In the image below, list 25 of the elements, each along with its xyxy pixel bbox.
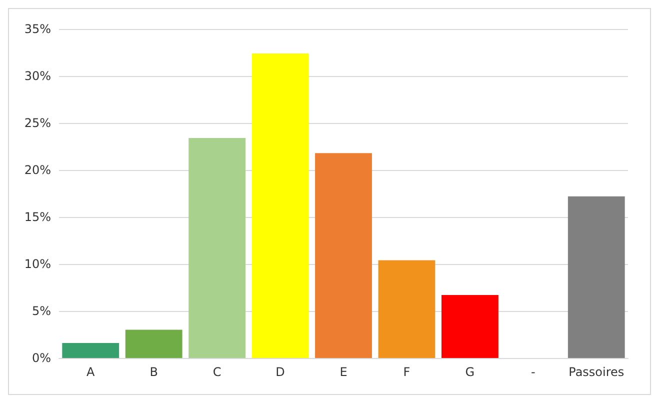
bar	[378, 260, 436, 358]
y-tick-label: 35%	[24, 22, 51, 36]
bar	[252, 53, 309, 358]
x-tick-label: G	[465, 365, 475, 379]
x-tick-label: C	[212, 365, 222, 379]
x-tick-label: Passoires	[568, 365, 624, 379]
x-tick-label: -	[530, 365, 536, 379]
x-tick-label: A	[86, 365, 96, 379]
bar	[568, 196, 625, 358]
x-tick-label: E	[340, 365, 348, 379]
x-tick-label: F	[403, 365, 410, 379]
y-tick-label: 20%	[24, 163, 51, 177]
y-tick-label: 10%	[24, 257, 51, 271]
y-tick-label: 25%	[24, 116, 51, 130]
y-tick-label: 0%	[32, 351, 51, 365]
y-tick-label: 30%	[24, 69, 51, 83]
bar	[125, 330, 182, 358]
x-tick-label: D	[276, 365, 285, 379]
x-tick-label: B	[150, 365, 158, 379]
bar	[62, 342, 120, 358]
bar	[188, 138, 246, 358]
bar	[315, 153, 372, 358]
y-tick-label: 5%	[32, 304, 51, 318]
bar	[441, 295, 498, 358]
y-tick-label: 15%	[24, 210, 51, 224]
